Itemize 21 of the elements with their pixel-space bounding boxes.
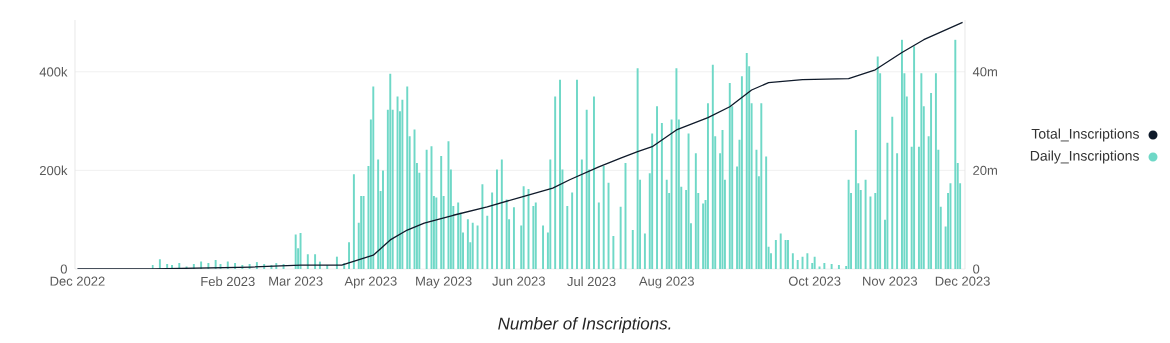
x-tick-label: Jul 2023 [567, 276, 616, 287]
legend-label: Daily_Inscriptions [1030, 150, 1139, 164]
text: Number of Inscriptions. [498, 317, 671, 333]
x-tick-label: May 2023 [416, 276, 472, 289]
y-tick-label: 400k [39, 66, 68, 77]
x-tick-label: Dec 2022 [50, 276, 105, 286]
line-series [76, 21, 964, 269]
x-tick-label: Oct 2023 [788, 276, 841, 286]
y2-tick-label: 20m [973, 165, 997, 175]
x-tick-label: Mar 2023 [269, 276, 323, 286]
legend-label: Total_Inscriptions [1031, 128, 1139, 142]
y2-tick-label: 40m [972, 67, 997, 77]
x-tick-label: Aug 2023 [638, 276, 694, 289]
x-tick-label: Jun 2023 [492, 276, 545, 286]
x-tick-label: Feb 2023 [201, 276, 255, 287]
x-tick-label: Nov 2023 [863, 276, 918, 286]
y-tick-label: 0 [60, 264, 67, 274]
x-tick-label: Dec 2023 [935, 276, 990, 286]
x-tick-label: Apr 2023 [344, 276, 397, 289]
y-tick-label: 200k [39, 165, 68, 176]
y2-tick-label: 0 [973, 264, 980, 274]
